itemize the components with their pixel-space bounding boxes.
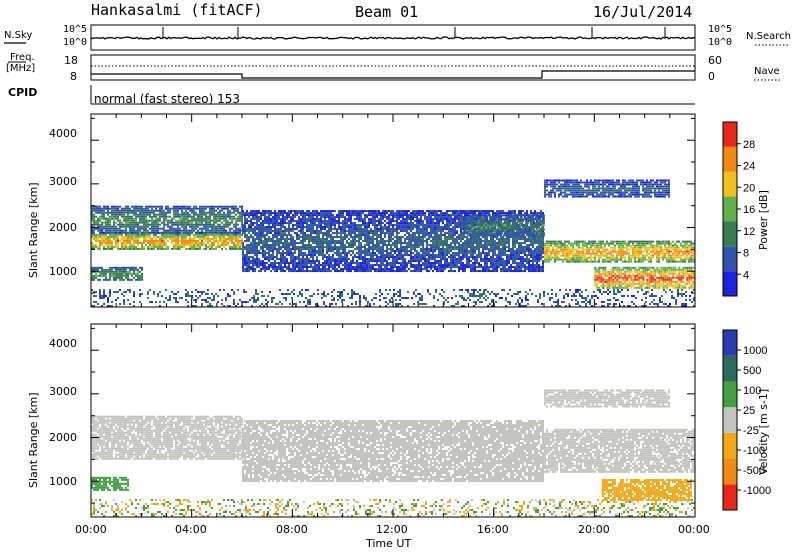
- power-colorbar-tick-label: 24: [743, 161, 755, 173]
- power-colorbar-swatch: [723, 196, 737, 222]
- velocity-colorbar-frame: [722, 329, 738, 511]
- power-colorbar-swatch: [723, 171, 737, 197]
- velocity-colorbar-swatch: [723, 381, 737, 408]
- noise-sky-label: N.Sky: [4, 30, 33, 41]
- velocity-panel-frame: [90, 323, 696, 518]
- velocity-colorbar-tick-label: 500: [743, 365, 761, 377]
- velocity-rti-plot: [91, 324, 695, 517]
- xtick-0800: 08:00: [276, 523, 308, 536]
- freq-panel-frame: [90, 54, 696, 81]
- noise-tick-top-left: 10^5: [63, 24, 88, 35]
- power-colorbar-swatch: [723, 122, 737, 147]
- power-colorbar-tick-label: 8: [743, 248, 749, 260]
- xtick-1200: 12:00: [376, 523, 408, 536]
- xtick-0400: 04:00: [175, 523, 207, 536]
- nave-tick-0: 0: [708, 70, 715, 83]
- power-colorbar-tick-label: 16: [743, 204, 755, 216]
- station-title: Hankasalmi (fitACF): [91, 1, 263, 19]
- velocity-colorbar-swatch: [723, 432, 737, 459]
- power-ytick-2000: 2000: [49, 221, 77, 234]
- velocity-colorbar-tick-label: -25: [743, 425, 759, 437]
- velocity-colorbar-label: Velocity [m s-1]: [757, 388, 770, 475]
- velocity-colorbar-swatch: [723, 407, 737, 433]
- power-ytick-1000: 1000: [49, 265, 77, 278]
- noise-search-label: N.Search: [746, 31, 792, 42]
- velocity-colorbar-tick-label: -100: [743, 445, 765, 457]
- power-colorbar-tick-label: 20: [743, 182, 755, 194]
- freq-tick-18: 18: [64, 54, 78, 67]
- noise-tick-bottom-left: 10^0: [63, 37, 88, 48]
- freq-label-line2: [MHz]: [6, 63, 36, 74]
- velocity-colorbar-swatch: [723, 355, 737, 382]
- xtick-2400: 00:00: [678, 523, 710, 536]
- power-ylabel: Slant Range [km]: [27, 182, 40, 278]
- power-ytick-4000: 4000: [49, 127, 77, 140]
- power-colorbar-swatch: [723, 146, 737, 172]
- noise-sky-line: [90, 36, 696, 40]
- nave-label: Nave: [754, 66, 780, 77]
- power-colorbar-swatch: [723, 271, 737, 296]
- vel-ytick-4000: 4000: [49, 337, 77, 350]
- power-panel-frame: [90, 113, 696, 308]
- velocity-colorbar-tick-label: -500: [743, 465, 765, 477]
- xtick-0000: 00:00: [75, 523, 107, 536]
- power-colorbar-tick-label: 12: [743, 226, 755, 238]
- velocity-colorbar-tick-label: 1000: [743, 345, 767, 357]
- power-colorbar-label: Power [dB]: [757, 190, 770, 250]
- noise-tick-bottom-right: 10^0: [708, 37, 733, 48]
- velocity-colorbar-swatch: [723, 484, 737, 510]
- power-colorbar-swatch: [723, 221, 737, 247]
- velocity-colorbar-tick-label: -1000: [743, 485, 771, 497]
- power-colorbar-tick-label: 4: [743, 269, 749, 281]
- xtick-1600: 16:00: [477, 523, 509, 536]
- xaxis-label: Time UT: [366, 537, 412, 550]
- power-rti-plot: [91, 114, 695, 307]
- freq-tick-8: 8: [70, 70, 77, 83]
- cpid-value: normal (fast stereo) 153: [94, 92, 241, 106]
- beam-title: Beam 01: [355, 3, 419, 21]
- power-ytick-3000: 3000: [49, 175, 77, 188]
- velocity-colorbar-tick-label: 100: [743, 385, 761, 397]
- nave-tick-60: 60: [708, 54, 722, 67]
- noise-tick-top-right: 10^5: [708, 24, 733, 35]
- vel-ytick-1000: 1000: [49, 475, 77, 488]
- vel-ytick-2000: 2000: [49, 431, 77, 444]
- velocity-ylabel: Slant Range [km]: [27, 392, 40, 488]
- cpid-label: CPID: [8, 86, 38, 99]
- freq-line: [91, 70, 695, 79]
- power-colorbar-swatch: [723, 246, 737, 272]
- date-title: 16/Jul/2014: [593, 3, 693, 21]
- xtick-2000: 20:00: [578, 523, 610, 536]
- power-colorbar-tick-label: 28: [743, 139, 755, 151]
- velocity-colorbar-swatch: [723, 458, 737, 485]
- vel-ytick-3000: 3000: [49, 385, 77, 398]
- velocity-colorbar-tick-label: 25: [743, 405, 755, 417]
- freq-label-line1: Freq.: [10, 52, 35, 63]
- velocity-colorbar-swatch: [723, 330, 737, 356]
